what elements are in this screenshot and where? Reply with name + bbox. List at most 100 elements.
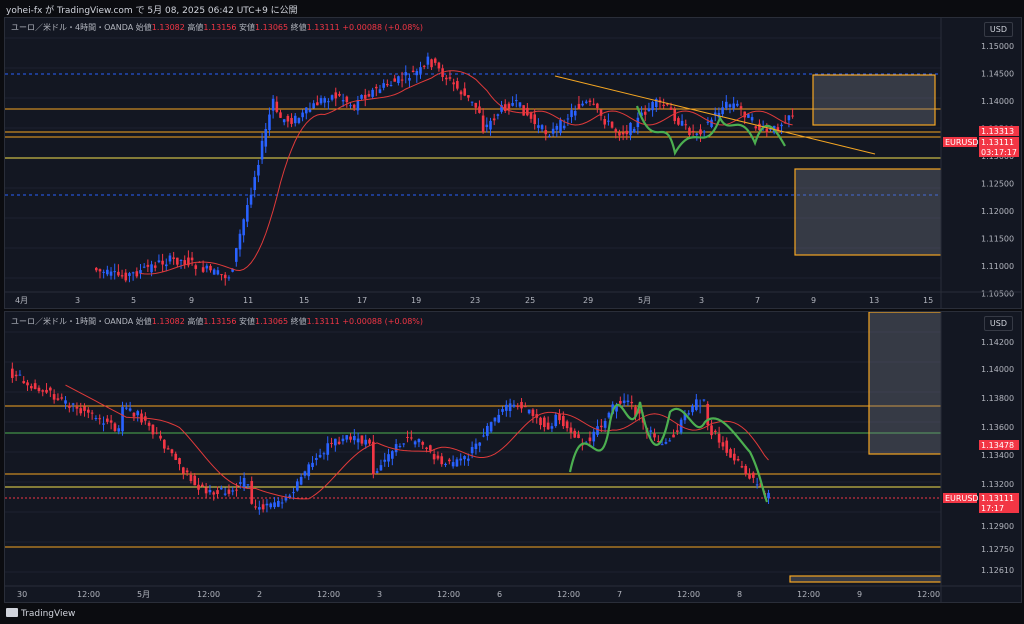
candle-body [246,484,250,486]
candle-body [204,487,208,494]
candle-body [275,101,279,112]
price-tag-value: 17:17 [981,504,1004,513]
candle-body [290,117,293,124]
candle-body [596,103,599,109]
candle-body [463,88,466,96]
candle-body [733,453,736,461]
candle-body [253,177,256,191]
candle-body [622,400,626,404]
candle-body [102,423,105,425]
currency-button-4h[interactable]: USD [983,22,1013,37]
candle-body [242,477,246,489]
price-tag-value: 1.13478 [981,441,1014,450]
candle-body [307,464,311,477]
candle-body [743,111,746,118]
candle-body [33,383,37,390]
candle-body [520,401,523,409]
candle-body [87,409,90,413]
price-tag [979,440,1019,450]
candle-body [406,436,409,438]
symbol-tag-label: EURUSD [945,494,979,503]
candle-body [660,444,664,446]
legend-high: 1.13156 [203,317,237,326]
candle-body [402,443,406,445]
candle-body [163,439,166,449]
candle-body [136,411,140,416]
candle-body [153,265,157,268]
legend-low: 1.13065 [255,23,289,32]
candle-body [478,442,482,446]
candle-body [168,255,172,262]
chart-canvas-4h[interactable]: 1.150001.145001.140001.135001.130001.125… [5,18,1021,308]
candle-body [577,434,580,439]
time-tick-label: 3 [377,590,382,599]
candle-body [121,407,124,432]
candle-body [315,458,318,460]
candle-body [128,408,132,411]
candle-body [533,114,536,125]
price-tick-label: 1.12750 [981,545,1014,554]
legend-high-label: 高値 [187,317,204,326]
candle-body [109,271,113,276]
time-tick-label: 7 [755,296,760,305]
chart-pane-1h[interactable]: 1.14200 1.14000 1.13800 1.13600 1.13400 1.132… [4,311,1022,603]
candle-body [767,492,770,499]
candle-body [511,102,514,106]
candle-body [537,125,540,128]
candle-body [120,275,124,277]
legend-open-label: 始値 [135,317,152,326]
chart-pane-4h[interactable]: 1.150001.145001.140001.135001.130001.125… [4,17,1022,309]
legend-open: 1.13082 [151,317,185,326]
candle-body [430,59,433,68]
candle-body [393,78,396,82]
candle-body [323,98,326,103]
candle-body [588,437,592,442]
candle-body [102,271,105,273]
time-tick-label: 6 [497,590,502,599]
candle-body [417,439,421,443]
candle-body [629,122,632,136]
candle-body [220,487,223,490]
currency-button-1h[interactable]: USD [983,316,1013,331]
tradingview-logo: TradingView [6,608,75,619]
brand-name: TradingView [21,609,76,619]
candle-body [610,121,614,128]
candle-body [680,120,684,126]
candle-body [155,432,159,434]
time-tick-label: 3 [75,296,80,305]
candle-body [337,441,341,445]
candle-body [311,462,314,468]
price-tick-label: 1.11000 [981,262,1014,271]
candle-body [269,503,273,508]
candle-body [634,407,637,417]
candle-body [543,417,546,428]
candle-body [360,94,363,99]
candle-body [717,433,721,443]
candle-body [356,100,360,111]
candle-body [375,86,378,89]
candle-body [45,389,48,393]
candle-body [512,404,516,407]
price-tick-label: 1.12900 [981,522,1014,531]
candle-body [303,471,307,476]
candle-body [296,481,299,491]
chart-canvas-1h[interactable]: 1.14200 1.14000 1.13800 1.13600 1.13400 1.132… [5,312,1021,602]
candle-body [436,455,440,459]
candle-body [90,412,94,414]
candle-body [489,120,492,130]
candle-body [698,405,702,407]
price-tick-label: 1.12500 [981,180,1014,189]
candle-body [619,400,622,404]
candle-body [242,219,245,236]
candle-body [515,100,518,102]
candle-body [668,440,672,442]
candle-body [527,409,531,414]
candle-body [139,270,142,274]
candle-body [157,260,161,263]
candle-body [780,124,783,127]
candle-body [603,420,607,428]
candle-body [52,394,56,400]
candle-body [562,125,566,129]
candle-body [131,272,135,274]
candle-body [404,72,408,76]
